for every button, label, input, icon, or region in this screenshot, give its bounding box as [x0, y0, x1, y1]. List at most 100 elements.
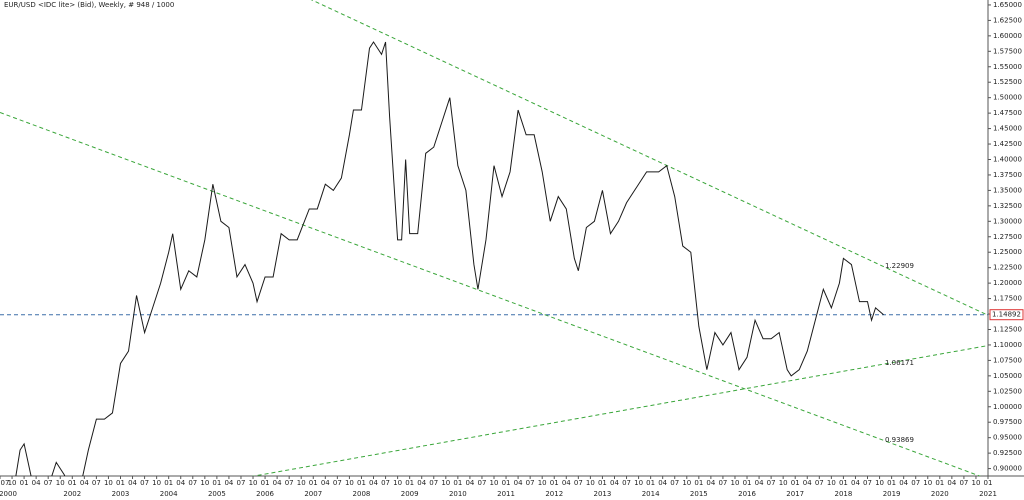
chart-title: EUR/USD <IDC lite> (Bid), Weekly, # 948 …: [4, 1, 174, 9]
y-tick-label: 1.35000: [993, 186, 1022, 194]
x-tick-label: 01: [164, 479, 173, 487]
x-tick-label: 04: [803, 479, 812, 487]
price-line: [15, 41, 884, 476]
x-tick-label: 10: [875, 479, 884, 487]
trendline-label: 1.22909: [885, 262, 914, 270]
y-tick-label: 1.50000: [993, 94, 1022, 102]
x-tick-label: 07: [574, 479, 583, 487]
y-tick-label: 1.62500: [993, 16, 1022, 24]
x-tick-label: 07: [333, 479, 342, 487]
y-tick-label: 1.00000: [993, 403, 1022, 411]
year-label: 2008: [353, 490, 371, 498]
x-tick-label: 07: [622, 479, 631, 487]
x-tick-label: 10: [923, 479, 932, 487]
x-tick-label: 01: [261, 479, 270, 487]
x-tick-label: 10: [827, 479, 836, 487]
x-tick-label: 04: [706, 479, 715, 487]
x-tick-label: 07: [237, 479, 246, 487]
y-tick-label: 0.97500: [993, 418, 1022, 426]
year-label: 2005: [208, 490, 226, 498]
last-price-label: 1.14892: [992, 311, 1021, 319]
year-label: 2016: [738, 490, 756, 498]
x-tick-label: 10: [441, 479, 450, 487]
x-tick-label: 07: [815, 479, 824, 487]
x-tick-label: 10: [249, 479, 258, 487]
y-tick-label: 1.25000: [993, 248, 1022, 256]
y-tick-label: 1.45000: [993, 125, 1022, 133]
year-label: 2012: [545, 490, 563, 498]
x-tick-label: 07: [285, 479, 294, 487]
x-tick-label: 10: [779, 479, 788, 487]
x-tick-label: 10: [200, 479, 209, 487]
x-tick-label: 01: [405, 479, 414, 487]
x-tick-label: 01: [743, 479, 752, 487]
x-tick-label: 10: [490, 479, 499, 487]
x-tick-label: 07: [863, 479, 872, 487]
trendline: [0, 112, 982, 476]
y-tick-label: 1.27500: [993, 233, 1022, 241]
x-tick-label: 07: [767, 479, 776, 487]
x-tick-label: 07: [959, 479, 968, 487]
y-tick-label: 1.47500: [993, 109, 1022, 117]
x-tick-label: 04: [899, 479, 908, 487]
x-tick-label: 04: [851, 479, 860, 487]
x-tick-label: 04: [224, 479, 233, 487]
x-tick-label: 01: [550, 479, 559, 487]
y-tick-label: 0.90000: [993, 465, 1022, 473]
x-tick-label: 10: [586, 479, 595, 487]
y-tick-label: 1.40000: [993, 155, 1022, 163]
x-tick-label: 04: [128, 479, 137, 487]
x-tick-label: 04: [80, 479, 89, 487]
x-tick-label: 07: [670, 479, 679, 487]
year-label: 2004: [160, 490, 178, 498]
x-tick-label: 07: [44, 479, 53, 487]
year-label: 2002: [63, 490, 81, 498]
y-tick-label: 1.37500: [993, 171, 1022, 179]
x-tick-label: 04: [562, 479, 571, 487]
x-tick-label: 01: [935, 479, 944, 487]
x-tick-label: 04: [32, 479, 41, 487]
y-tick-label: 1.20000: [993, 279, 1022, 287]
x-tick-label: 01: [839, 479, 848, 487]
x-tick-label: 10: [393, 479, 402, 487]
x-tick-label: 07: [526, 479, 535, 487]
y-tick-label: 1.05000: [993, 372, 1022, 380]
x-tick-label: 04: [176, 479, 185, 487]
year-label: 2007: [304, 490, 322, 498]
x-tick-label: 04: [610, 479, 619, 487]
trendline-label: 1.06171: [885, 359, 914, 367]
x-tick-label: 10: [345, 479, 354, 487]
x-tick-label: 01: [502, 479, 511, 487]
x-tick-label: 01: [646, 479, 655, 487]
x-tick-label: 07: [188, 479, 197, 487]
x-tick-label: 04: [755, 479, 764, 487]
x-tick-label: 04: [321, 479, 330, 487]
x-tick-label: 07: [1, 479, 10, 487]
x-tick-label: 10: [56, 479, 65, 487]
x-tick-label: 01: [309, 479, 318, 487]
x-tick-label: 01: [791, 479, 800, 487]
year-label: 2019: [883, 490, 901, 498]
x-tick-label: 10: [8, 479, 17, 487]
y-tick-label: 1.02500: [993, 387, 1022, 395]
x-tick-label: 01: [694, 479, 703, 487]
x-tick-label: 10: [971, 479, 980, 487]
x-tick-label: 04: [273, 479, 282, 487]
year-label: 2011: [497, 490, 515, 498]
y-tick-label: 1.52500: [993, 78, 1022, 86]
x-tick-label: 04: [369, 479, 378, 487]
y-tick-label: 0.95000: [993, 434, 1022, 442]
x-tick-label: 10: [104, 479, 113, 487]
x-tick-label: 01: [887, 479, 896, 487]
year-label: 2000: [0, 490, 17, 498]
x-tick-label: 04: [514, 479, 523, 487]
year-label: 2014: [642, 490, 660, 498]
y-tick-label: 1.10000: [993, 341, 1022, 349]
x-tick-label: 07: [381, 479, 390, 487]
x-tick-label: 07: [477, 479, 486, 487]
y-tick-label: 1.30000: [993, 217, 1022, 225]
year-label: 2020: [931, 490, 949, 498]
y-tick-label: 1.57500: [993, 47, 1022, 55]
x-tick-label: 10: [634, 479, 643, 487]
year-label: 2003: [112, 490, 130, 498]
